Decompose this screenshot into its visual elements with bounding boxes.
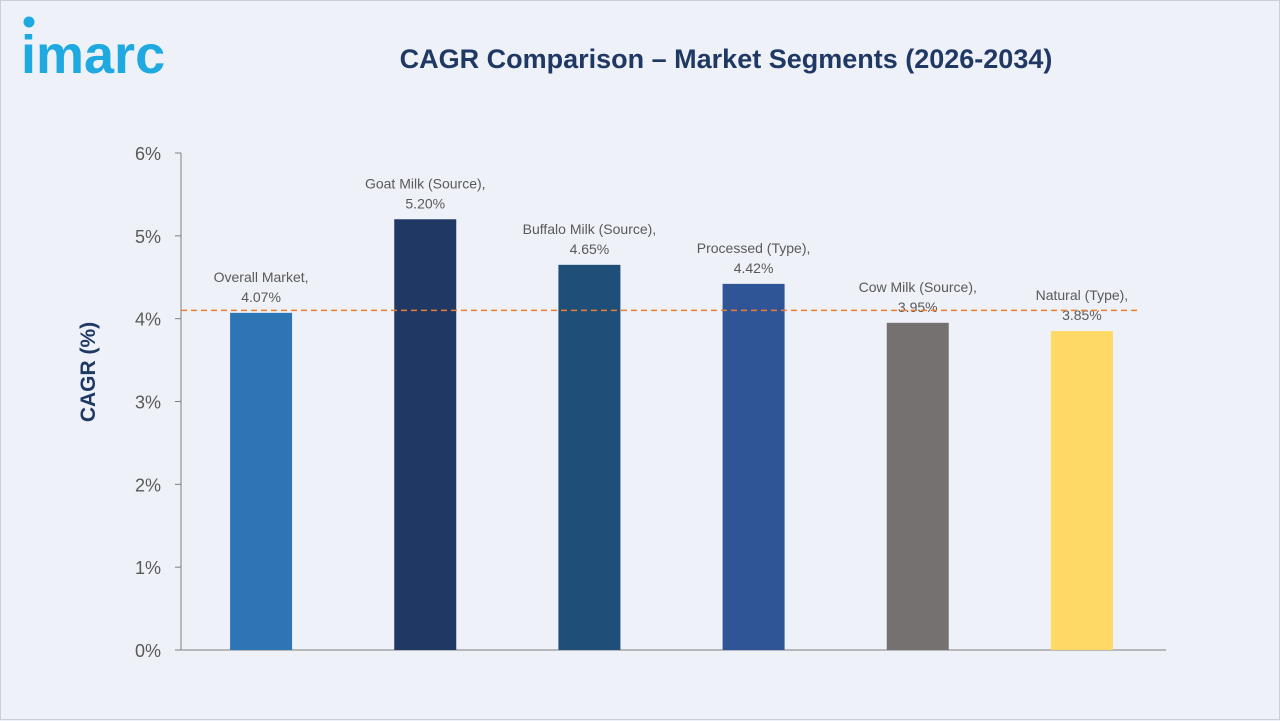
y-tick-label: 3%	[135, 393, 161, 413]
data-label-value: 3.95%	[898, 299, 938, 315]
data-label-value: 4.42%	[734, 260, 774, 276]
y-tick-label: 2%	[135, 475, 161, 495]
data-label-value: 3.85%	[1062, 307, 1102, 323]
y-tick-label: 6%	[135, 144, 161, 164]
data-label-category: Cow Milk (Source),	[859, 279, 977, 295]
y-tick-label: 4%	[135, 310, 161, 330]
imarc-logo: imarc	[21, 16, 165, 81]
data-label-value: 4.65%	[570, 241, 610, 257]
bar	[1050, 331, 1113, 650]
chart-title: CAGR Comparison – Market Segments (2026-…	[399, 44, 1053, 74]
data-label-category: Processed (Type),	[697, 240, 811, 256]
bar	[230, 312, 293, 650]
data-label-category: Buffalo Milk (Source),	[523, 221, 657, 237]
bar	[558, 264, 621, 650]
bar	[394, 219, 457, 650]
bar	[722, 283, 785, 650]
y-tick-label: 5%	[135, 227, 161, 247]
bar	[886, 322, 949, 650]
data-label-category: Overall Market,	[214, 269, 309, 285]
data-label-value: 4.07%	[241, 289, 281, 305]
data-label-value: 5.20%	[405, 195, 445, 211]
data-label-category: Natural (Type),	[1036, 287, 1129, 303]
data-label-category: Goat Milk (Source),	[365, 175, 486, 191]
y-tick-label: 0%	[135, 641, 161, 661]
logo-text: imarc	[21, 25, 165, 81]
y-tick-label: 1%	[135, 558, 161, 578]
